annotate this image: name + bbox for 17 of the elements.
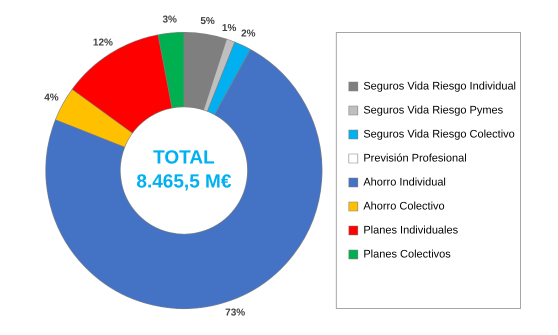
- text: 8.465,5 M€: [136, 172, 232, 193]
- legend-label: Seguros Vida Riesgo Individual: [363, 80, 516, 93]
- data-label: 1%: [222, 22, 236, 34]
- data-label: 3%: [162, 14, 178, 26]
- data-label: 4%: [44, 92, 59, 104]
- data-label: 12%: [92, 38, 114, 49]
- legend-label: Planes Colectivos: [363, 248, 452, 261]
- legend-label: Ahorro Individual: [363, 176, 446, 189]
- legend-label: Seguros Vida Riesgo Pymes: [363, 104, 504, 117]
- legend-label: Previsión Profesional: [363, 152, 467, 165]
- legend-label: Ahorro Colectivo: [363, 200, 445, 213]
- legend-label: Seguros Vida Riesgo Colectivo: [363, 128, 515, 141]
- text: TOTAL: [153, 148, 216, 169]
- data-label: 73%: [225, 308, 246, 319]
- data-label: 5%: [200, 16, 215, 27]
- legend-label: Planes Individuales: [363, 224, 459, 237]
- data-label: 2%: [241, 28, 256, 40]
